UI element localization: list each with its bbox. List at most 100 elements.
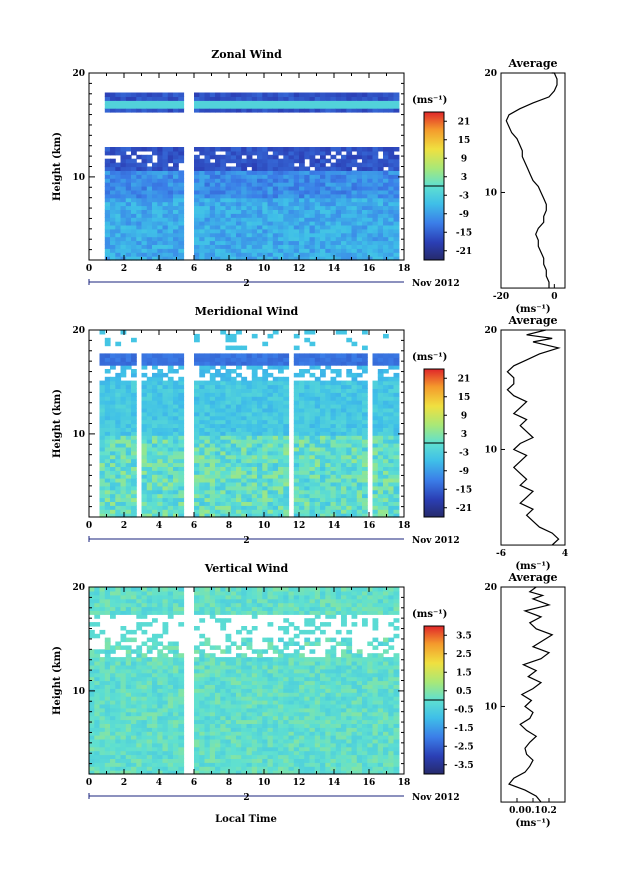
heatmap-cell [94, 661, 101, 666]
heatmap-cell [104, 481, 111, 487]
heatmap-cell [335, 458, 342, 464]
heatmap-cell [120, 431, 127, 436]
heatmap-cell [325, 450, 332, 456]
heatmap-cell [257, 497, 263, 502]
heatmap-cell [120, 446, 127, 452]
heatmap-cell [162, 470, 169, 475]
heatmap-cell [309, 497, 316, 502]
heatmap-cell [257, 485, 263, 491]
heatmap-cell [304, 481, 311, 487]
heatmap-cell [157, 150, 164, 156]
heatmap-cell [225, 361, 232, 366]
heatmap-cell [351, 505, 358, 510]
heatmap-cell [351, 205, 358, 210]
x-tick-label: 0 [86, 521, 92, 531]
heatmap-cell [115, 380, 122, 386]
heatmap-cell [215, 404, 221, 409]
heatmap-cell [225, 189, 232, 195]
heatmap-cell [120, 189, 127, 195]
heatmap-cell [330, 236, 337, 242]
heatmap-cell [104, 435, 111, 440]
heatmap-cell [152, 711, 158, 717]
heatmap-cell [194, 443, 200, 448]
heatmap-cell [204, 505, 211, 510]
heatmap-cell [377, 104, 384, 109]
heatmap-cell [330, 224, 337, 230]
heatmap-cell [110, 166, 116, 171]
heatmap-cell [136, 224, 143, 230]
heatmap-cell [209, 443, 216, 448]
heatmap-cell [146, 680, 153, 685]
heatmap-cell [152, 470, 158, 475]
heatmap-cell [325, 509, 332, 514]
heatmap-cell [115, 248, 122, 253]
heatmap-cell [152, 696, 158, 701]
heatmap-cell [204, 439, 211, 444]
heatmap-cell [356, 353, 363, 358]
heatmap-cell [246, 158, 253, 164]
heatmap-cell [272, 423, 279, 428]
heatmap-cell [115, 750, 122, 756]
heatmap-cell [341, 186, 347, 191]
heatmap-cell [215, 380, 221, 386]
heatmap-cell [110, 232, 116, 238]
heatmap-cell [230, 474, 237, 479]
heatmap-cell [257, 404, 263, 409]
heatmap-cell [351, 400, 358, 405]
heatmap-cell [167, 719, 174, 724]
heatmap-cell [194, 458, 200, 464]
heatmap-cell [230, 345, 237, 351]
heatmap-cell [178, 703, 185, 709]
heatmap-cell [115, 174, 122, 179]
heatmap-cell [299, 474, 305, 479]
heatmap-cell [215, 513, 221, 518]
heatmap-cell [383, 509, 389, 514]
heatmap-cell [288, 193, 295, 199]
heatmap-cell [241, 174, 248, 179]
heatmap-cell [283, 450, 290, 456]
heatmap-cell [351, 232, 358, 238]
heatmap-cell [215, 489, 221, 495]
heatmap-cell [372, 435, 379, 440]
heatmap-cell [388, 205, 395, 210]
heatmap-cell [162, 396, 169, 401]
heatmap-cell [304, 435, 311, 440]
heatmap-cell [104, 750, 111, 756]
heatmap-cell [278, 431, 284, 436]
heatmap-cell [241, 505, 248, 510]
heatmap-cell [320, 150, 326, 156]
heatmap-cell [257, 248, 263, 253]
heatmap-cell [299, 108, 305, 113]
heatmap-cell [335, 415, 342, 421]
heatmap-cell [230, 357, 237, 362]
heatmap-cell [136, 174, 143, 179]
heatmap-cell [383, 431, 389, 436]
heatmap-cell [388, 252, 395, 257]
heatmap-cell [330, 170, 337, 175]
heatmap-cell [314, 450, 321, 456]
heatmap-cell [341, 466, 347, 471]
heatmap-cell [146, 754, 153, 759]
heatmap-cell [146, 435, 153, 440]
heatmap-cell [194, 92, 200, 97]
heatmap-cell [146, 392, 153, 397]
heatmap-cell [299, 201, 305, 207]
heatmap-cell [241, 353, 248, 358]
heatmap-cell [215, 384, 221, 389]
heatmap-cell [125, 489, 132, 495]
heatmap-cell [388, 228, 395, 234]
heatmap-cell [278, 369, 284, 374]
heatmap-cell [325, 197, 332, 203]
heatmap-cell [251, 244, 258, 249]
heatmap-cell [99, 688, 106, 693]
heatmap-cell [99, 696, 106, 701]
heatmap-cell [251, 236, 258, 242]
heatmap-cell [178, 186, 185, 191]
heatmap-cell [209, 439, 216, 444]
heatmap-cell [356, 147, 363, 152]
heatmap-cell [346, 423, 353, 428]
heatmap-cell [304, 213, 311, 218]
heatmap-cell [120, 240, 127, 245]
heatmap-cell [251, 481, 258, 487]
heatmap-cell [94, 727, 101, 732]
